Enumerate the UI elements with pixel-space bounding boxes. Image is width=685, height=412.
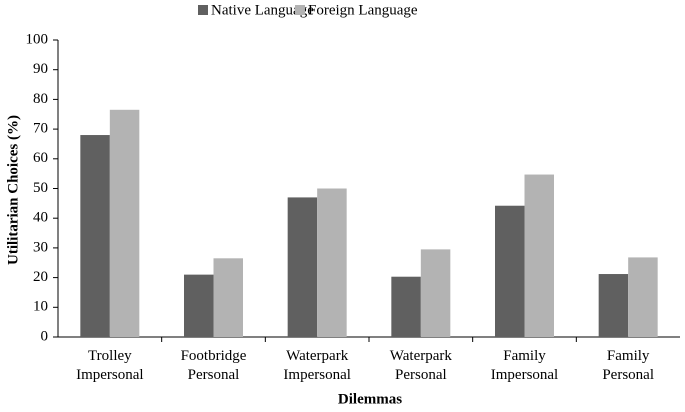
legend-swatch <box>198 5 208 15</box>
x-tick-label: Waterpark Impersonal <box>283 348 350 383</box>
y-tick-label: 0 <box>41 328 49 344</box>
y-tick-label: 50 <box>33 180 48 196</box>
legend-label: Native Language <box>211 2 314 18</box>
bar <box>80 135 110 337</box>
x-axis-label: Dilemmas <box>338 391 402 407</box>
legend-swatch <box>295 5 305 15</box>
bar <box>213 258 243 337</box>
x-tick-label: Family Impersonal <box>491 348 558 383</box>
y-axis-label: Utilitarian Choices (%) <box>5 115 21 265</box>
bar <box>495 205 525 337</box>
bar <box>598 274 629 337</box>
y-tick-label: 80 <box>33 91 48 107</box>
y-tick-label: 90 <box>33 61 48 77</box>
bar <box>628 257 658 337</box>
y-tick-label: 10 <box>33 299 48 315</box>
y-tick-label: 40 <box>33 210 48 226</box>
bar <box>184 274 214 337</box>
x-tick-label: Trolley Impersonal <box>76 348 143 383</box>
x-tick-label: Family Personal <box>602 348 654 383</box>
legend-label: Foreign Language <box>308 2 418 18</box>
y-tick-label: 100 <box>26 31 49 47</box>
bar <box>391 276 421 337</box>
bar <box>524 174 554 337</box>
y-tick-label: 70 <box>33 121 48 137</box>
bar <box>109 109 140 337</box>
y-tick-label: 30 <box>33 239 48 255</box>
x-tick-label: Footbridge Personal <box>181 348 247 383</box>
y-tick-label: 60 <box>33 150 48 166</box>
bar <box>420 249 451 337</box>
bar <box>287 197 318 337</box>
x-tick-label: Waterpark Personal <box>390 348 453 383</box>
bar <box>317 188 347 337</box>
y-tick-label: 20 <box>33 269 48 285</box>
